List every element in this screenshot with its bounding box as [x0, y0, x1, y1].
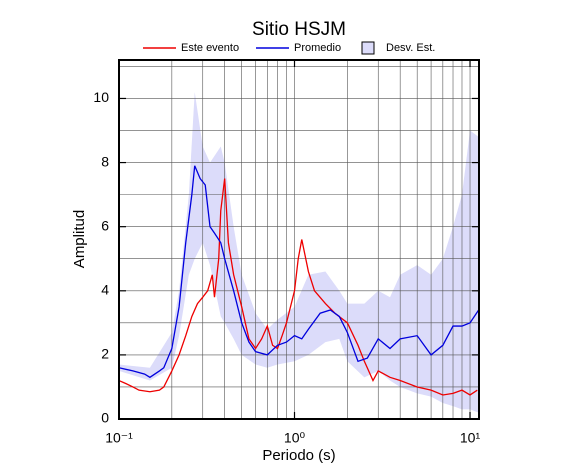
- y-tick-label: 10: [93, 89, 109, 105]
- series-line: [118, 165, 480, 379]
- y-tick-label: 0: [101, 410, 109, 426]
- y-axis-label: Amplitud: [71, 210, 88, 268]
- x-tick-label: 10¹: [460, 430, 481, 446]
- y-tick-label: 6: [101, 217, 109, 233]
- legend-swatch: [361, 41, 375, 55]
- chart-title: Sitio HSJM: [252, 19, 346, 40]
- plot-frame: [118, 59, 480, 420]
- x-axis-label: Periodo (s): [262, 447, 335, 464]
- legend-label: Este evento: [181, 42, 239, 54]
- legend-label: Desv. Est.: [386, 42, 435, 54]
- x-tick-label: 10⁰: [284, 430, 306, 446]
- y-tick-label: 8: [101, 153, 109, 169]
- y-tick-label: 2: [101, 346, 109, 362]
- x-tick-label: 10⁻¹: [105, 430, 133, 446]
- legend-label: Promedio: [294, 42, 341, 54]
- series-line: [118, 178, 478, 396]
- y-tick-label: 4: [101, 281, 109, 297]
- std-band: [119, 92, 479, 413]
